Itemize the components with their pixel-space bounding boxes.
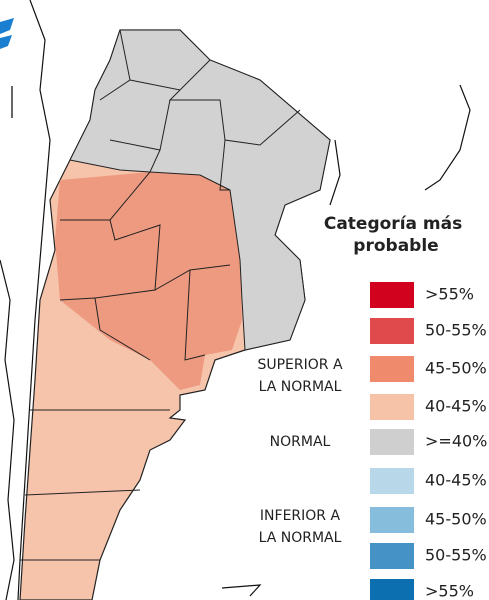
- logo: [0, 18, 14, 49]
- group-label: SUPERIOR A: [257, 357, 342, 373]
- legend-swatch: [370, 507, 414, 533]
- province-borders: [20, 29, 301, 561]
- legend-swatch: [370, 394, 414, 420]
- legend-label: 40-45%: [425, 397, 487, 416]
- group-label: NORMAL: [270, 434, 331, 450]
- group-label: INFERIOR A: [260, 508, 341, 524]
- group-label: LA NORMAL: [259, 530, 342, 546]
- legend-swatch: [370, 579, 414, 600]
- group-label: LA NORMAL: [259, 379, 342, 395]
- legend-label: >55%: [425, 582, 474, 600]
- legend-swatch: [370, 356, 414, 382]
- legend-swatch: [370, 468, 414, 494]
- legend-swatch: [370, 318, 414, 344]
- legend-title: Categoría más probable: [324, 214, 468, 256]
- legend-swatch: [370, 429, 414, 455]
- legend-label: >=40%: [425, 432, 487, 451]
- legend-title-line: Categoría más: [324, 214, 462, 234]
- legend: Categoría más probable >55% 50-55% 45-50% 4…: [257, 214, 487, 600]
- neighbor-coast: [0, 0, 471, 600]
- argentina-north: [69, 29, 331, 351]
- legend-swatch: [370, 282, 414, 308]
- legend-label: 50-55%: [425, 321, 487, 340]
- argentina-center: [55, 172, 242, 390]
- legend-title-line: probable: [353, 236, 438, 256]
- legend-swatch: [370, 543, 414, 569]
- legend-label: 45-50%: [425, 359, 487, 378]
- legend-label: >55%: [425, 285, 474, 304]
- legend-label: 50-55%: [425, 546, 487, 565]
- legend-label: 45-50%: [425, 510, 487, 529]
- legend-label: 40-45%: [425, 471, 487, 490]
- map: [0, 0, 471, 600]
